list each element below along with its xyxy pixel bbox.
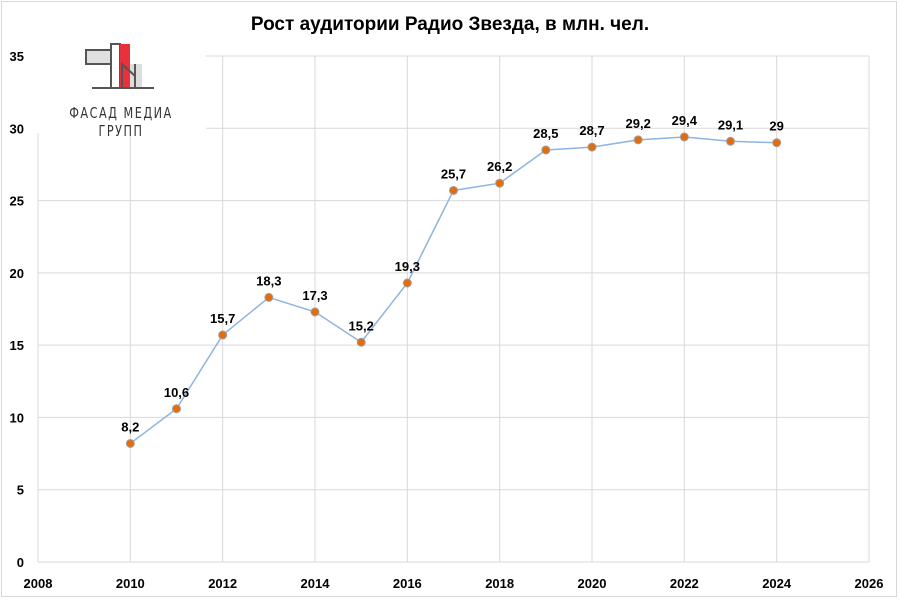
x-tick-label: 2022 [670,576,699,591]
y-tick-label: 35 [10,49,24,64]
data-label: 18,3 [256,273,281,288]
logo: ФАСАД МЕДИА ГРУПП [36,38,206,140]
data-label: 19,3 [395,259,420,274]
data-point [633,135,643,145]
y-tick-label: 0 [17,555,24,570]
data-label: 28,7 [579,123,604,138]
y-tick-label: 10 [10,410,24,425]
y-tick-label: 30 [10,121,24,136]
chart-title: Рост аудитории Радио Звезда, в млн. чел. [250,14,650,35]
y-tick-label: 15 [10,338,24,353]
data-point [772,138,782,148]
x-tick-label: 2008 [24,576,53,591]
data-label: 26,2 [487,159,512,174]
x-tick-label: 2014 [301,576,331,591]
data-point [679,132,689,142]
data-label: 17,3 [302,288,327,303]
data-point [218,330,228,340]
data-point [310,307,320,317]
logo-text: ФАСАД МЕДИА ГРУПП [69,104,173,140]
series-line [129,136,777,445]
x-tick-label: 2016 [393,576,422,591]
logo-mark-icon [85,43,154,89]
data-point [264,292,274,302]
x-tick-label: 2020 [578,576,607,591]
x-tick-label: 2010 [116,576,145,591]
data-point [541,145,551,155]
data-label: 29,2 [626,116,651,131]
data-label: 15,7 [210,311,235,326]
data-label: 25,7 [441,166,466,181]
y-tick-label: 20 [10,266,24,281]
data-label: 29 [769,119,783,134]
data-point [449,185,458,195]
data-point [587,142,597,152]
data-point [125,438,135,448]
data-point [402,278,412,288]
data-label: 29,4 [672,113,698,128]
y-tick-label: 5 [17,483,24,498]
data-label: 15,2 [349,318,374,333]
data-point [172,404,181,414]
x-tick-label: 2018 [485,576,514,591]
data-label: 28,5 [533,126,558,141]
x-tick-label: 2024 [762,576,792,591]
data-label: 29,1 [718,117,743,132]
data-point [356,337,366,347]
x-tick-label: 2012 [208,576,237,591]
data-label: 8,2 [121,419,139,434]
x-tick-label: 2026 [855,576,884,591]
data-point [726,136,735,146]
data-point [495,178,505,188]
y-tick-label: 25 [10,194,24,209]
data-label: 10,6 [164,385,189,400]
